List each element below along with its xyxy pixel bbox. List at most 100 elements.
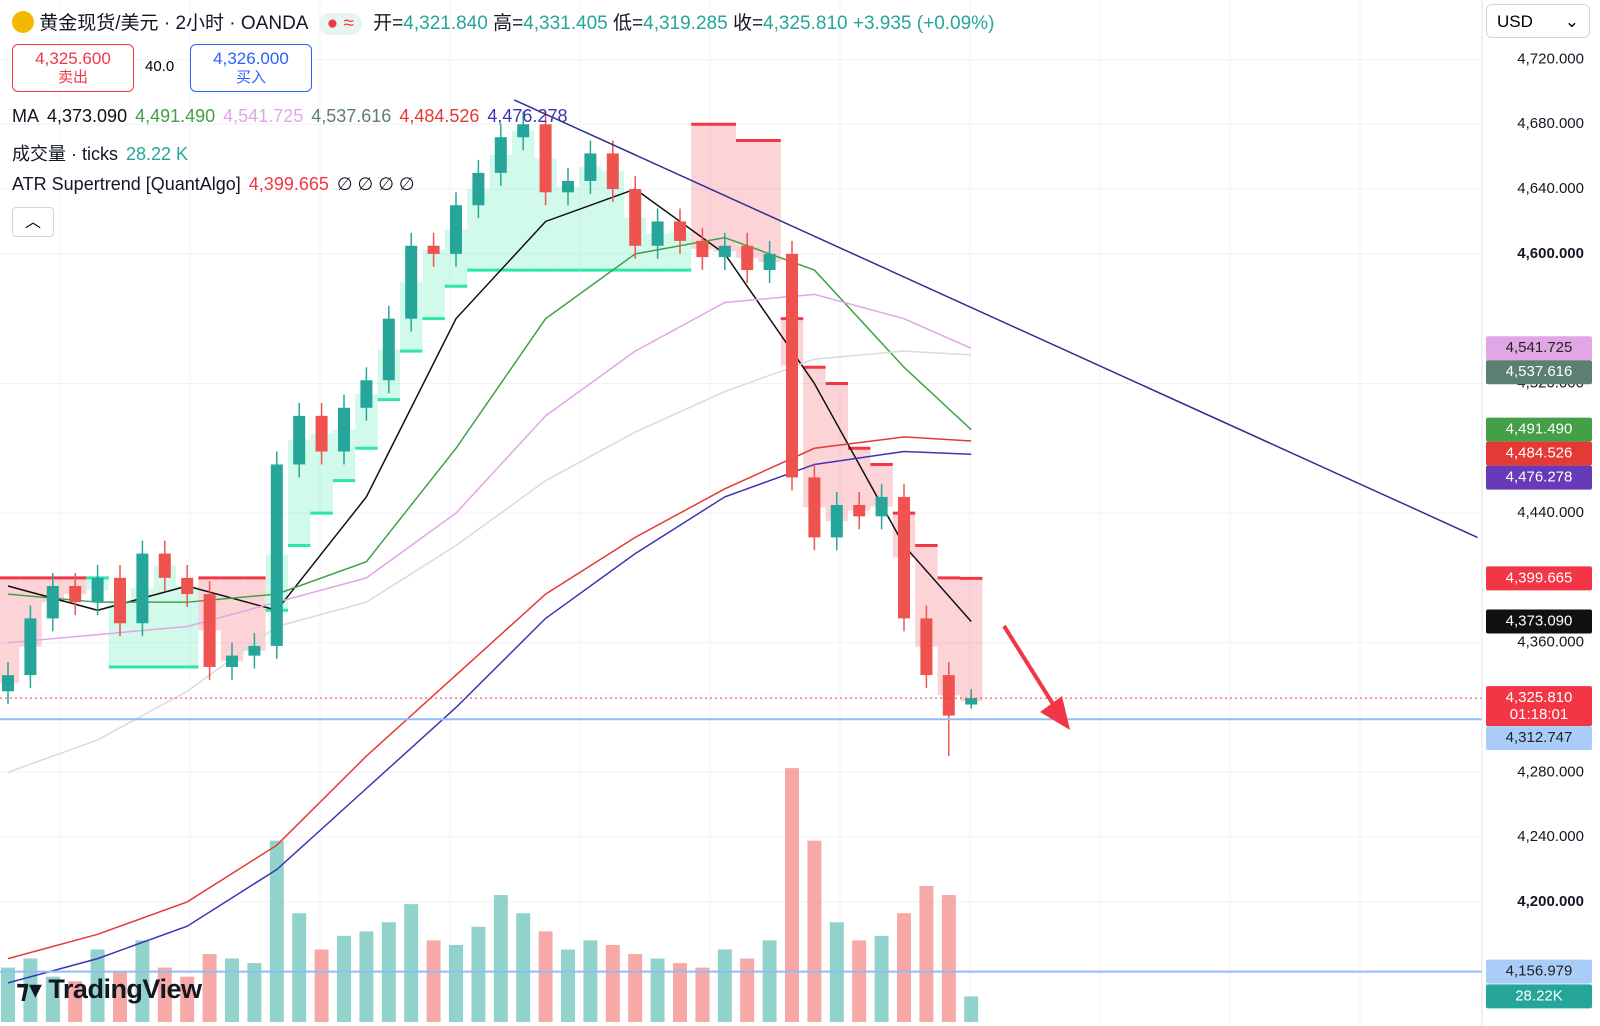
y-tick-label: 4,360.000 bbox=[1517, 634, 1584, 651]
candle-body bbox=[875, 496, 888, 517]
status-pill[interactable]: ● ≈ bbox=[318, 13, 362, 35]
y-tick-label: 4,280.000 bbox=[1517, 763, 1584, 780]
volume-bar bbox=[68, 981, 83, 1022]
ma-line bbox=[7, 450, 972, 984]
symbol: 黄金现货/美元 · 2小时 · OANDA bbox=[39, 13, 308, 34]
price-badge: 4,156.979 bbox=[1486, 959, 1592, 984]
volume-bar bbox=[157, 967, 172, 1022]
supertrend-fill bbox=[848, 448, 871, 511]
close: 4,325.810 bbox=[763, 13, 848, 34]
candle-body bbox=[853, 504, 866, 517]
buy-button[interactable]: 4,326.000 买入 bbox=[190, 44, 312, 92]
volume-bar bbox=[113, 972, 127, 1022]
candle-body bbox=[293, 415, 306, 465]
ma-value: 4,476.278 bbox=[487, 106, 568, 126]
sell-price: 4,325.600 bbox=[35, 49, 111, 68]
candle-body bbox=[651, 221, 664, 246]
badge-box bbox=[1486, 959, 1592, 984]
volume-bar bbox=[740, 958, 755, 1022]
high-label: 高= bbox=[493, 13, 524, 34]
candle-body bbox=[763, 253, 776, 271]
candle-body bbox=[315, 415, 328, 452]
volume-label: 成交量 · ticks bbox=[12, 144, 118, 164]
ma-value: 4,491.490 bbox=[135, 106, 216, 126]
currency-select[interactable]: USD ⌄ bbox=[1486, 4, 1590, 38]
price-axis bbox=[1482, 0, 1600, 1026]
volume-bar bbox=[785, 768, 799, 1022]
arrow-head bbox=[1040, 696, 1070, 730]
candle-body bbox=[674, 221, 686, 241]
candle-body bbox=[920, 618, 933, 676]
volume-bar bbox=[717, 949, 732, 1022]
supertrend-fill bbox=[736, 140, 759, 258]
price-badge: 4,373.090 bbox=[1486, 609, 1592, 634]
supertrend-fill bbox=[713, 124, 736, 252]
badge-label: 4,476.278 bbox=[1506, 469, 1573, 486]
candle-body bbox=[114, 577, 126, 624]
candle-body bbox=[808, 477, 821, 538]
trend-line bbox=[513, 99, 1478, 539]
candle-body bbox=[382, 318, 395, 381]
price-badge: 4,537.616 bbox=[1486, 360, 1592, 385]
candle-body bbox=[360, 380, 373, 408]
logo-mark: ⁊▾ bbox=[16, 974, 42, 1004]
volume-bar bbox=[695, 967, 710, 1022]
badge-box bbox=[1486, 360, 1592, 385]
supertrend-fill bbox=[825, 383, 848, 522]
candle-body bbox=[965, 698, 978, 705]
low-label: 低= bbox=[613, 13, 644, 34]
supertrend-value: 4,399.665 bbox=[248, 174, 329, 194]
price-badge: 4,476.278 bbox=[1486, 465, 1592, 490]
sell-button[interactable]: 4,325.600 卖出 bbox=[12, 44, 134, 92]
candle-body bbox=[136, 553, 149, 624]
candle-body bbox=[158, 553, 171, 578]
supertrend-fill bbox=[556, 186, 580, 271]
badge-box bbox=[1486, 417, 1592, 442]
badge-sublabel: 01:18:01 bbox=[1510, 706, 1568, 723]
badge-box bbox=[1486, 566, 1592, 591]
symbol-icon bbox=[12, 11, 34, 33]
high: 4,331.405 bbox=[523, 13, 608, 34]
candle-body bbox=[405, 245, 418, 319]
y-tick-label: 4,440.000 bbox=[1517, 504, 1584, 521]
supertrend-fill bbox=[489, 155, 512, 271]
ma-line bbox=[7, 436, 972, 960]
candle-body bbox=[898, 496, 910, 619]
ma-legend: MA 4,373.090 4,491.490 4,541.725 4,537.616 4,… bbox=[12, 106, 575, 127]
candle-body bbox=[46, 585, 59, 619]
badge-label: 4,156.979 bbox=[1506, 963, 1573, 980]
volume-bar bbox=[919, 886, 934, 1022]
volume-bar bbox=[202, 954, 217, 1022]
volume-bar bbox=[673, 963, 687, 1022]
supertrend-fill bbox=[288, 440, 311, 546]
price-badge: 4,484.526 bbox=[1486, 441, 1592, 466]
candle-body bbox=[181, 577, 194, 595]
open: 4,321.840 bbox=[403, 13, 488, 34]
low: 4,319.285 bbox=[643, 13, 728, 34]
volume-bar bbox=[180, 976, 195, 1022]
price-badge: 4,399.665 bbox=[1486, 566, 1592, 591]
close-label: 收= bbox=[732, 13, 764, 34]
symbol-bar: 黄金现货/美元 · 2小时 · OANDA ● ≈ 开=4,321.840 高=… bbox=[12, 8, 994, 35]
candle-body bbox=[24, 618, 37, 676]
logo: ⁊▾ TradingView bbox=[16, 974, 202, 1005]
candle-body bbox=[718, 245, 731, 258]
volume-value: 28.22 K bbox=[126, 144, 189, 164]
ma-line bbox=[7, 350, 972, 774]
volume-bar bbox=[135, 940, 150, 1022]
candle-body bbox=[270, 464, 283, 646]
collapse-button[interactable]: ︿ bbox=[12, 207, 54, 237]
candle-body bbox=[830, 504, 843, 538]
supertrend-fill bbox=[960, 578, 983, 702]
badge-label: 4,537.616 bbox=[1506, 363, 1573, 380]
supertrend-legend: ATR Supertrend [QuantAlgo] 4,399.665 ∅ ∅ ∅… bbox=[12, 174, 423, 195]
candle-body bbox=[226, 655, 238, 667]
badge-box bbox=[1486, 609, 1592, 634]
ma-line bbox=[7, 188, 972, 622]
supertrend-fill bbox=[758, 140, 781, 262]
candle-body bbox=[741, 245, 754, 271]
ma-value: 4,537.616 bbox=[311, 106, 392, 126]
currency: USD bbox=[1497, 12, 1533, 31]
volume-bar bbox=[493, 895, 508, 1022]
arrow bbox=[1002, 624, 1060, 714]
